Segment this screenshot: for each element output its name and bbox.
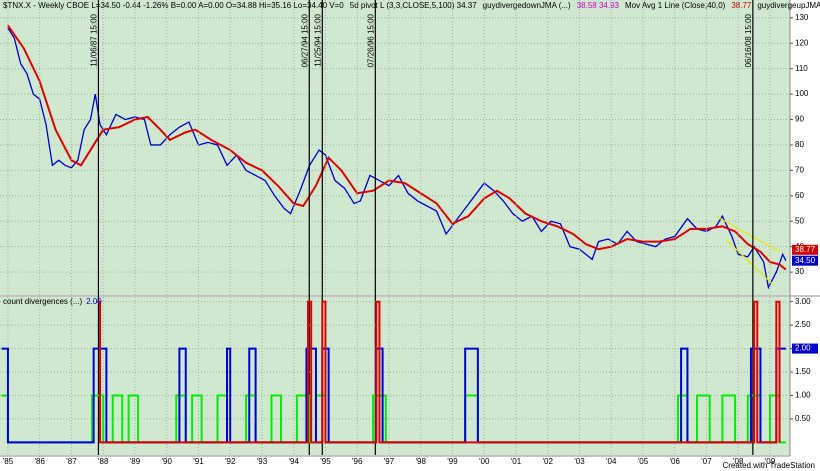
- price-panel: [0, 0, 790, 295]
- x-tick-label: '06: [670, 457, 681, 466]
- step-line: [96, 300, 781, 444]
- x-tick-label: '95: [320, 457, 331, 466]
- last-value-label: 34.50: [795, 256, 816, 265]
- y-tick-label: 50: [795, 216, 804, 225]
- x-tick-label: '08: [733, 457, 744, 466]
- y-tick-label: 90: [795, 115, 804, 124]
- x-tick-label: '94: [288, 457, 299, 466]
- x-tick-label: '89: [130, 457, 141, 466]
- x-tick-label: '98: [416, 457, 427, 466]
- annotation-label: 11/25/94 15:00: [313, 13, 322, 66]
- y-tick-label: 70: [795, 165, 804, 174]
- y-tick-label: 1.00: [795, 391, 811, 400]
- x-tick-label: '02: [543, 457, 554, 466]
- y-tick-label: 110: [795, 64, 808, 73]
- last-value-label: 2.00: [795, 344, 811, 353]
- x-tick-label: '85: [3, 457, 14, 466]
- panel-title-text: count divergences (...): [3, 297, 82, 306]
- last-value-box: [792, 255, 818, 266]
- y-tick-label: 100: [795, 89, 809, 98]
- x-tick-label: '87: [66, 457, 77, 466]
- panel-title-value: 2.00: [86, 297, 102, 306]
- last-value-box: [792, 244, 818, 255]
- x-tick-label: '03: [574, 457, 585, 466]
- footer: Created with TradeStation: [723, 461, 816, 470]
- x-tick-label: '93: [257, 457, 268, 466]
- series-line: [7, 24, 787, 271]
- header-item: guydivergeupJMA (...): [757, 1, 820, 10]
- last-value-box: [792, 343, 818, 354]
- header-item: 38.58 34.93: [577, 1, 620, 10]
- y-tick-label: 0.50: [795, 414, 811, 423]
- indicator-panel: [0, 297, 790, 455]
- header-item: Mov Avg 1 Line (Close,40,0): [625, 1, 726, 10]
- x-tick-label: '86: [34, 457, 45, 466]
- x-tick-label: '01: [511, 457, 522, 466]
- x-tick-label: '88: [98, 457, 109, 466]
- x-tick-label: '07: [701, 457, 712, 466]
- y-tick-label: 1.50: [795, 367, 811, 376]
- y-tick-label: 3.00: [795, 297, 811, 306]
- x-tick-label: '91: [193, 457, 204, 466]
- y-tick-label: 80: [795, 140, 804, 149]
- panel-title: count divergences (...) 2.00: [3, 297, 102, 306]
- y-tick-label: 130: [795, 13, 809, 22]
- x-tick-label: '00: [479, 457, 490, 466]
- annotation-label: 06/16/08 15:00: [744, 13, 753, 67]
- x-tick-label: '99: [447, 457, 458, 466]
- header-item: 38.77: [731, 1, 752, 10]
- x-tick-label: '90: [161, 457, 172, 466]
- x-tick-label: '09: [765, 457, 776, 466]
- x-tick-label: '04: [606, 457, 617, 466]
- annotation-label: 07/26/96 15:00: [366, 13, 375, 67]
- x-tick-label: '92: [225, 457, 236, 466]
- header-item: 5d pivot L (3,3,CLOSE,5,100) 34.37: [350, 1, 477, 10]
- x-tick-label: '97: [384, 457, 395, 466]
- x-tick-label: '96: [352, 457, 363, 466]
- trendline: [725, 238, 774, 286]
- trendline: [715, 215, 780, 253]
- header-item: $TNX.X - Weekly CBOE L=34.50 -0.44 -1.26…: [3, 1, 344, 10]
- y-tick-label: 120: [795, 38, 809, 47]
- header: $TNX.X - Weekly CBOE L=34.50 -0.44 -1.26…: [3, 1, 820, 10]
- x-tick-label: '05: [638, 457, 649, 466]
- header-item: guydivergedownJMA (...): [483, 1, 571, 10]
- annotation-label: 11/06/87 15:00: [90, 13, 99, 66]
- annotation-label: 06/27/94 15:00: [300, 13, 309, 67]
- last-value-label: 38.77: [795, 245, 816, 254]
- step-line: [1, 394, 786, 444]
- y-tick-label: 60: [795, 191, 804, 200]
- y-tick-label: 30: [795, 267, 804, 276]
- y-tick-label: 2.50: [795, 320, 811, 329]
